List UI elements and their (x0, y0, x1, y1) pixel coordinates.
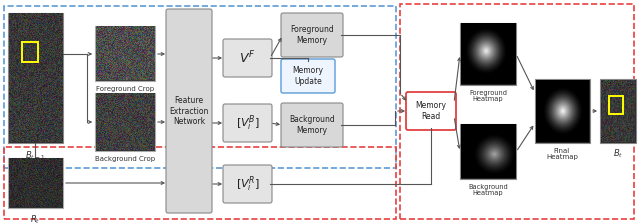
Text: Memory
Update: Memory Update (292, 66, 323, 86)
Bar (22, 41, 38, 62)
Text: Foreground Crop: Foreground Crop (96, 86, 154, 92)
Text: $B_{t-1}$: $B_{t-1}$ (25, 150, 45, 163)
Bar (8, 13, 63, 143)
Bar (600, 79, 636, 143)
Text: Foreground
Memory: Foreground Memory (290, 25, 334, 45)
Bar (8, 158, 63, 208)
Text: $[V_i^R]$: $[V_i^R]$ (236, 174, 259, 194)
Text: Final: Final (554, 148, 570, 154)
FancyBboxPatch shape (223, 39, 272, 77)
Text: $R_t$: $R_t$ (30, 213, 40, 223)
Text: Heatmap: Heatmap (473, 190, 503, 196)
Text: $B_t$: $B_t$ (613, 148, 623, 161)
Text: Background
Memory: Background Memory (289, 115, 335, 135)
Bar (609, 97, 623, 114)
Bar (95, 26, 155, 81)
FancyBboxPatch shape (223, 165, 272, 203)
Bar (535, 79, 590, 143)
Bar (608, 103, 622, 123)
Text: Heatmap: Heatmap (473, 96, 503, 102)
Bar (95, 93, 155, 151)
Text: Heatmap: Heatmap (546, 154, 578, 160)
Bar (20, 81, 38, 103)
Text: Foreground: Foreground (469, 90, 507, 96)
FancyBboxPatch shape (406, 92, 456, 130)
Text: Background: Background (468, 184, 508, 190)
Text: $[V_i^B]$: $[V_i^B]$ (236, 113, 259, 133)
Bar (460, 124, 516, 179)
Text: Memory
Read: Memory Read (415, 101, 447, 121)
Bar (400, 4, 634, 219)
Bar (460, 23, 516, 85)
FancyBboxPatch shape (166, 9, 212, 213)
Bar (4, 6, 396, 168)
FancyBboxPatch shape (223, 104, 272, 142)
Text: Feature
Extraction
Network: Feature Extraction Network (170, 96, 209, 126)
Bar (4, 147, 396, 219)
Text: $V^F$: $V^F$ (239, 50, 256, 66)
FancyBboxPatch shape (281, 103, 343, 147)
FancyBboxPatch shape (281, 13, 343, 57)
Text: Background Crop: Background Crop (95, 156, 155, 162)
FancyBboxPatch shape (281, 59, 335, 93)
